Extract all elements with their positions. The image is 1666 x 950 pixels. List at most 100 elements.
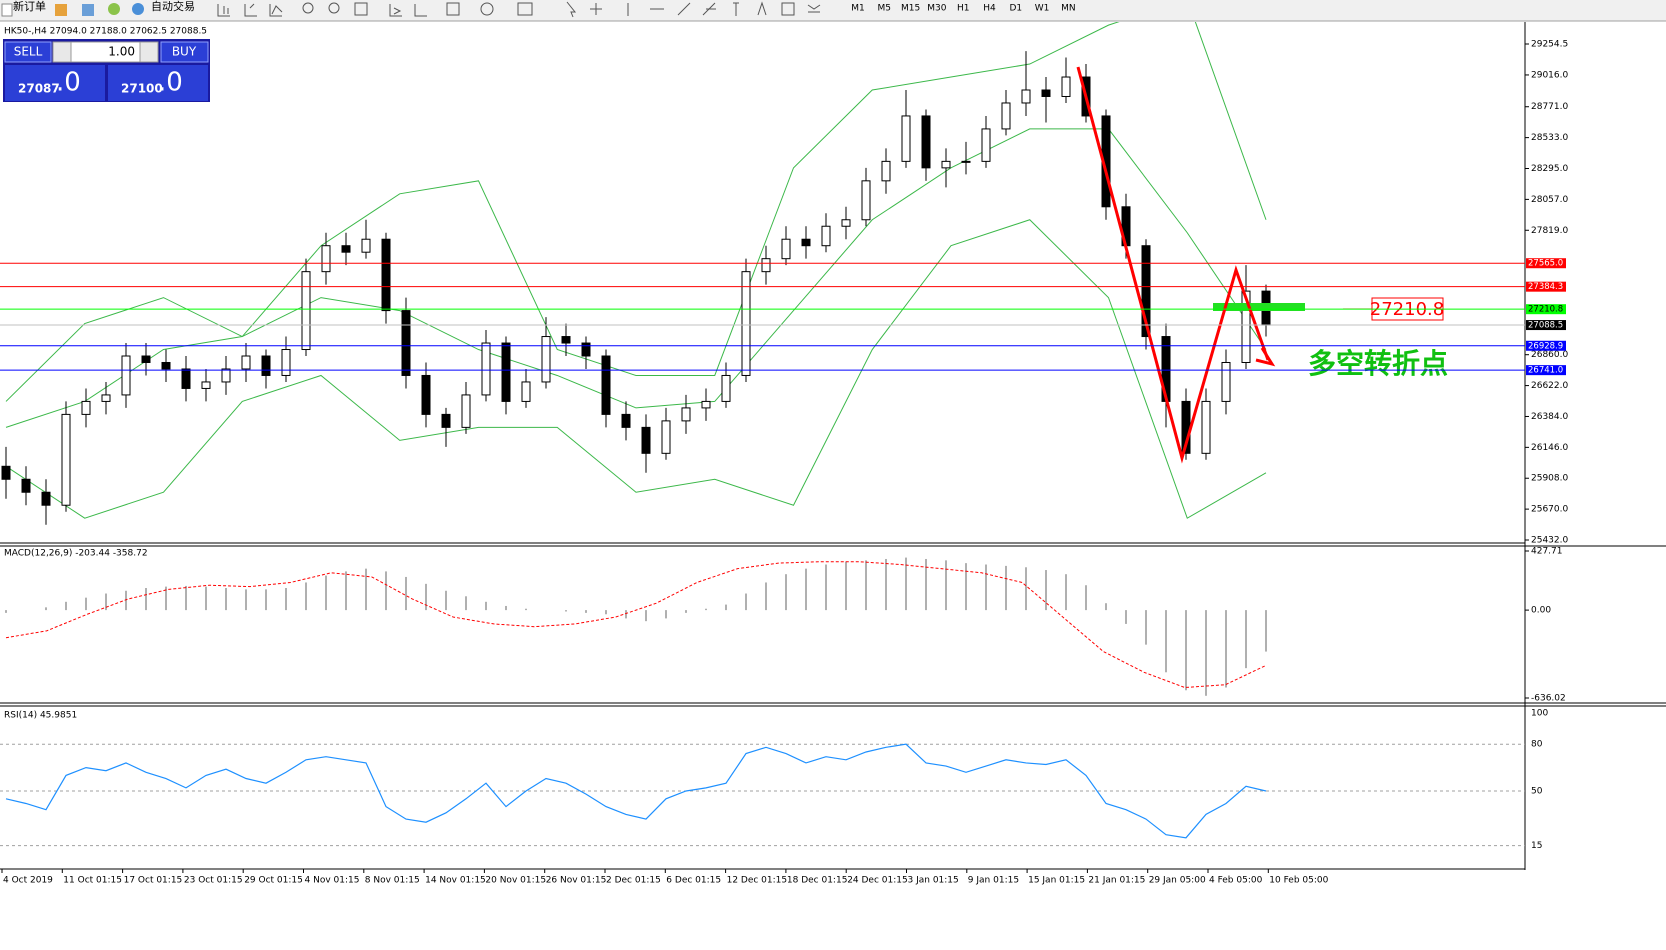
candle-body — [761, 258, 771, 273]
candle-body — [621, 413, 631, 428]
macd-bar — [165, 586, 167, 611]
level-tag — [1526, 340, 1566, 351]
time-label: 24 Dec 01:15 — [847, 876, 908, 886]
candle-body — [421, 374, 431, 415]
trend-arrow — [1076, 66, 1270, 464]
rsi-line — [5, 743, 1267, 839]
macd-bar — [885, 558, 887, 611]
macd-bar — [1165, 610, 1167, 673]
macd-bar — [825, 564, 827, 611]
timeframe-button[interactable]: M30 — [927, 4, 946, 14]
new-order[interactable]: 新订单 — [13, 0, 46, 13]
candle-body — [441, 413, 451, 428]
macd-tick-label: -636.02 — [1531, 694, 1566, 704]
sell-button[interactable] — [4, 41, 52, 63]
candle-body — [601, 355, 611, 415]
macd-bar — [725, 604, 727, 611]
buy-button[interactable] — [160, 41, 209, 63]
level-tag — [1526, 365, 1566, 376]
candle-body — [21, 478, 31, 493]
macd-bar — [105, 593, 107, 611]
time-label: 4 Nov 01:15 — [305, 876, 360, 886]
candle-body — [861, 180, 871, 221]
auto-trading[interactable]: 自动交易 — [151, 0, 195, 13]
timeframe-button[interactable]: M1 — [851, 4, 865, 14]
timeframe-button[interactable]: MN — [1061, 4, 1076, 14]
new-order-icon[interactable] — [1, 3, 13, 17]
time-label: 20 Nov 01:15 — [485, 876, 546, 886]
rsi-label: RSI(14) 45.9851 — [4, 711, 77, 721]
lot-up[interactable] — [139, 41, 159, 63]
candle-body — [301, 271, 311, 351]
bid-box[interactable] — [5, 65, 105, 101]
macd-bar — [1245, 610, 1247, 669]
price-tick-label: 28533.0 — [1531, 133, 1568, 143]
time-label: 12 Dec 01:15 — [727, 876, 788, 886]
level-tag-label: 26928.9 — [1528, 341, 1563, 351]
timeframe-button[interactable]: D1 — [1009, 4, 1022, 14]
candle-body — [1021, 89, 1031, 104]
ask-frac: .0 — [158, 68, 183, 98]
price-tick-label: 25670.0 — [1531, 505, 1568, 515]
macd-bar — [425, 583, 427, 611]
macd-bar — [645, 610, 647, 622]
timeframe-button[interactable]: H4 — [983, 4, 996, 14]
macd-bar — [445, 590, 447, 611]
candle-body — [1001, 102, 1011, 130]
price-tick-label: 29254.5 — [1531, 40, 1568, 50]
macd-bar — [1225, 610, 1227, 688]
candle-body — [141, 355, 151, 363]
auto-trading-icon[interactable] — [132, 3, 144, 15]
timeframe-button[interactable]: W1 — [1035, 4, 1050, 14]
macd-bar — [945, 560, 947, 611]
macd-bar — [65, 601, 67, 611]
macd-bar — [505, 605, 507, 611]
candle-body — [941, 160, 951, 169]
annotation-text: 多空转折点 — [1308, 347, 1448, 380]
macd-bar — [1025, 567, 1027, 611]
candle-body — [581, 342, 591, 357]
buy-label[interactable]: BUY — [172, 45, 197, 59]
candle-body — [1221, 361, 1231, 402]
macd-bar — [805, 568, 807, 611]
macd-bar — [625, 610, 627, 619]
lot-value[interactable]: 1.00 — [108, 45, 135, 59]
toolbar-icons[interactable] — [217, 1, 821, 18]
macd-bar — [705, 608, 707, 611]
bollinger-upper — [5, 22, 1267, 402]
macd-bar — [225, 587, 227, 611]
macd-bar — [905, 557, 907, 611]
macd-bar — [185, 585, 187, 611]
candle-body — [61, 413, 71, 506]
tool-icon[interactable] — [82, 4, 94, 16]
timeframe-button[interactable]: M15 — [901, 4, 920, 14]
macd-bar — [265, 589, 267, 611]
macd-bar — [145, 587, 147, 611]
sell-label[interactable]: SELL — [14, 45, 43, 59]
candle-body — [321, 245, 331, 273]
candle-body — [1, 465, 11, 480]
tool-icon[interactable] — [55, 4, 67, 16]
candle-body — [1061, 76, 1071, 97]
bid-frac: .0 — [56, 68, 81, 98]
timeframe-button[interactable]: H1 — [957, 4, 970, 14]
candle-body — [641, 426, 651, 454]
candle-body — [1141, 245, 1151, 338]
lot-down[interactable] — [52, 41, 72, 63]
timeframe-button[interactable]: M5 — [878, 4, 892, 14]
macd-bar — [1185, 610, 1187, 691]
macd-bar — [1105, 603, 1107, 611]
candle-body — [781, 238, 791, 260]
macd-bar — [865, 560, 867, 611]
tool-icon[interactable] — [108, 3, 120, 15]
candle-body — [461, 394, 471, 428]
time-label: 29 Jan 05:00 — [1149, 876, 1206, 886]
macd-bar — [485, 601, 487, 611]
bid-main: 27087 — [18, 82, 60, 96]
macd-bar — [745, 593, 747, 611]
candle-body — [361, 238, 371, 253]
macd-bar — [565, 610, 567, 612]
time-label: 3 Jan 01:15 — [908, 876, 959, 886]
ask-box[interactable] — [108, 65, 208, 101]
